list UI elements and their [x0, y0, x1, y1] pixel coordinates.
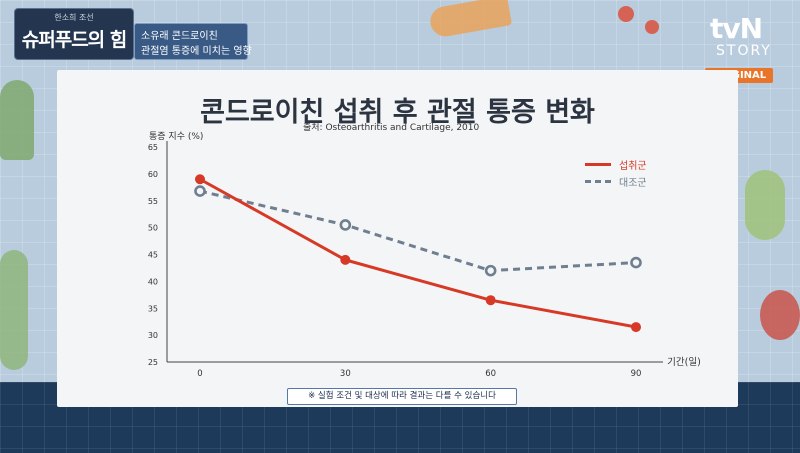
line-chart: 25 30 35 40 45 50 55 60 65 0 30 60 90 기간(일) [148, 141, 701, 379]
leaf-illustration [0, 250, 28, 370]
pea-pod-illustration [745, 170, 785, 240]
y-tick-label: 55 [148, 197, 158, 206]
x-tick-label: 90 [631, 369, 642, 379]
data-point-intake [340, 254, 351, 265]
leaf-illustration [0, 80, 34, 160]
x-tick-label: 60 [485, 369, 496, 379]
caption-line-1: 소유래 콘드로이친 [141, 31, 218, 42]
y-tick-label: 40 [148, 277, 158, 286]
y-tick-label: 35 [148, 304, 158, 313]
y-tick-label: 45 [148, 251, 158, 260]
y-tick-label: 65 [148, 143, 158, 152]
legend-label-intake: 섭취군 [619, 161, 647, 172]
x-tick-label: 30 [340, 369, 351, 379]
disclaimer-footnote: ※ 실험 조건 및 대상에 따라 결과는 다를 수 있습니다 [287, 388, 517, 405]
show-subtitle: 한소희 조선 [54, 13, 94, 22]
channel-story-label: STORY [716, 43, 772, 59]
y-tick-label: 25 [148, 358, 158, 367]
y-tick-label: 50 [148, 224, 158, 233]
data-point-intake [195, 174, 205, 185]
y-tick-label: 30 [148, 331, 158, 340]
x-axis-label: 기간(일) [667, 357, 701, 368]
data-point-control [339, 219, 352, 231]
chart-title: 콘드로이친 섭취 후 관절 통증 변화 [200, 97, 595, 128]
caption-line-2: 관절염 통증에 미치는 영향 [141, 46, 252, 57]
legend-item-intake: 섭취군 [585, 155, 671, 172]
legend-swatch-control [585, 180, 611, 183]
x-tick-label: 0 [197, 369, 202, 379]
data-point-intake [485, 295, 496, 306]
berry-illustration [760, 290, 800, 340]
show-logo: 한소희 조선 슈퍼푸드의 힘 [14, 8, 134, 60]
legend-label-control: 대조군 [619, 178, 647, 189]
y-tick-label: 60 [148, 170, 158, 179]
data-point-control [630, 256, 642, 269]
tomato-illustration [618, 6, 634, 22]
data-point-control [194, 185, 206, 197]
tomato-illustration [645, 20, 659, 34]
series-line-intake [199, 177, 637, 329]
series-line-control [199, 189, 637, 273]
channel-logo: tvN [710, 12, 763, 45]
legend-item-control: 대조군 [585, 172, 671, 189]
chart-card: 콘드로이친 섭취 후 관절 통증 변화 출처: Osteoarthritis a… [57, 70, 738, 407]
chart-legend: 섭취군 대조군 [585, 152, 671, 198]
episode-caption: 소유래 콘드로이친 관절염 통증에 미치는 영향 [134, 23, 252, 60]
data-point-intake [631, 322, 641, 333]
show-title: 슈퍼푸드의 힘 [21, 29, 128, 51]
y-axis-label: 통증 지수 (%) [149, 132, 204, 142]
data-point-control [484, 264, 497, 277]
chart-source: 출처: Osteoarthritis and Cartilage, 2010 [303, 123, 480, 133]
legend-swatch-intake [585, 163, 611, 166]
